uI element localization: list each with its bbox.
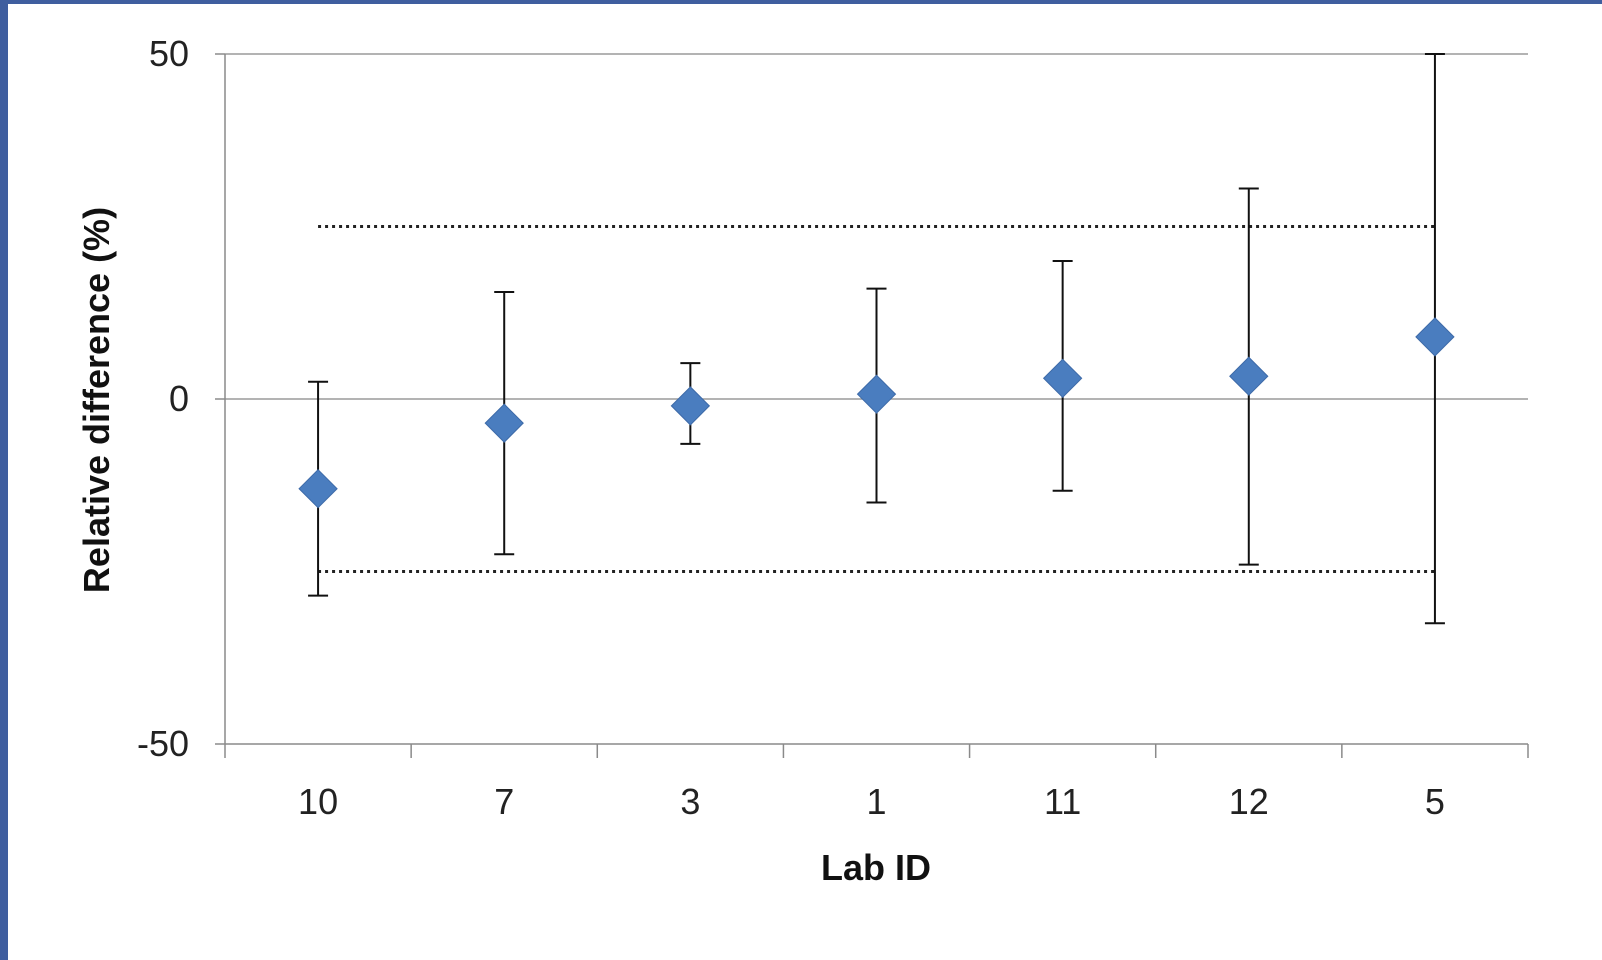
error-bars bbox=[308, 53, 1445, 625]
y-axis-title: Relative difference (%) bbox=[76, 207, 117, 593]
x-tick-label: 11 bbox=[1044, 781, 1081, 822]
data-markers bbox=[298, 317, 1455, 509]
x-axis-ticks: 10 7 3 1 11 12 5 bbox=[224, 744, 1529, 822]
x-tick-label: 12 bbox=[1229, 781, 1269, 822]
x-tick-label: 7 bbox=[494, 781, 514, 822]
data-point-diamond bbox=[856, 374, 897, 414]
y-axis-ticks: 50 0 -50 bbox=[137, 33, 225, 764]
y-tick-label: -50 bbox=[137, 723, 189, 764]
x-tick-label: 1 bbox=[866, 781, 886, 822]
x-tick-label: 3 bbox=[680, 781, 700, 822]
data-point-diamond bbox=[298, 468, 338, 509]
x-tick-label: 10 bbox=[298, 781, 338, 822]
x-axis-title: Lab ID bbox=[821, 847, 931, 888]
x-tick-label: 5 bbox=[1425, 781, 1445, 822]
data-point-diamond bbox=[1042, 358, 1083, 399]
data-point-diamond bbox=[1415, 317, 1455, 357]
data-point-diamond bbox=[670, 386, 711, 426]
y-tick-label: 0 bbox=[169, 378, 189, 419]
data-point-diamond bbox=[484, 403, 524, 443]
error-bar-chart: 500-50 10 7 3 1 11 12 5 Relative difference (%… bbox=[76, 33, 1529, 888]
y-tick-label: 50 bbox=[149, 33, 189, 74]
data-point-diamond bbox=[1229, 356, 1269, 396]
